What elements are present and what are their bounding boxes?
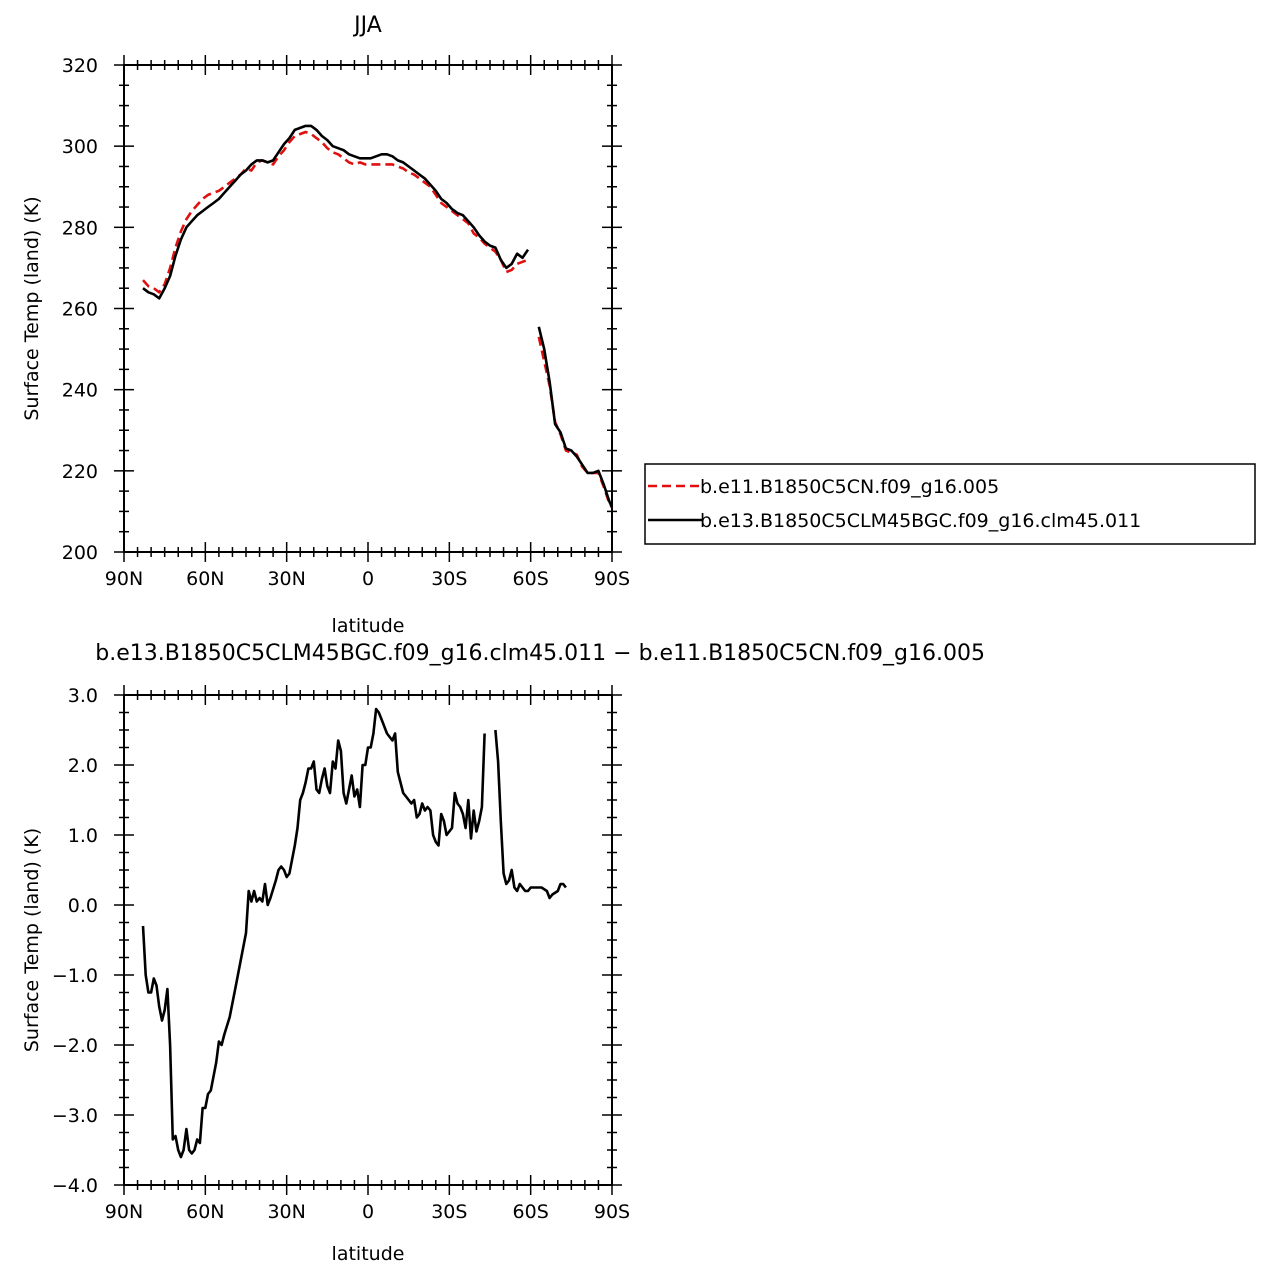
x-tick-label: 90N [105, 568, 143, 590]
top-y-axis-label: Surface Temp (land) (K) [21, 196, 43, 420]
x-tick-label: 60N [186, 1201, 224, 1223]
x-tick-label: 90S [594, 1201, 630, 1223]
legend: b.e11.B1850C5CN.f09_g16.005 b.e13.B1850C… [644, 463, 1256, 545]
y-tick-label: −4.0 [52, 1175, 98, 1197]
series-line-1 [537, 336, 614, 509]
top-x-axis-label: latitude [332, 615, 405, 637]
plot-frame [123, 694, 613, 1186]
x-tick-label: 60S [513, 568, 549, 590]
legend-label-series-2: b.e13.B1850C5CLM45BGC.f09_g16.clm45.011 [700, 510, 1141, 532]
y-tick-label: 220 [62, 461, 98, 483]
y-tick-label: 280 [62, 217, 98, 239]
y-tick-label: 300 [62, 136, 98, 158]
y-tick-label: 1.0 [68, 825, 98, 847]
x-tick-label: 30N [267, 568, 305, 590]
x-tick-label: 90N [105, 1201, 143, 1223]
y-tick-label: 240 [62, 380, 98, 402]
series-line-1 [141, 707, 486, 1159]
bottom-x-axis-label: latitude [332, 1243, 405, 1265]
y-tick-label: 3.0 [68, 685, 98, 707]
difference-panel: b.e13.B1850C5CLM45BGC.f09_g16.clm45.011 … [21, 641, 985, 1265]
legend-box [644, 463, 1256, 545]
x-tick-label: 90S [594, 568, 630, 590]
x-tick-label: 30N [267, 1201, 305, 1223]
x-tick-label: 30S [431, 1201, 467, 1223]
series-line-2 [142, 124, 530, 300]
bottom-y-axis-label: Surface Temp (land) (K) [21, 828, 43, 1052]
y-tick-label: −3.0 [52, 1105, 98, 1127]
y-tick-label: 200 [62, 542, 98, 564]
bottom-chart-title: b.e13.B1850C5CLM45BGC.f09_g16.clm45.011 … [95, 641, 985, 666]
y-tick-label: 2.0 [68, 755, 98, 777]
plot-frame [123, 64, 613, 553]
y-tick-label: −1.0 [52, 965, 98, 987]
y-tick-label: −2.0 [52, 1035, 98, 1057]
x-tick-label: 60N [186, 568, 224, 590]
x-tick-label: 0 [362, 1201, 374, 1223]
series-line-2 [537, 326, 614, 508]
legend-label-series-1: b.e11.B1850C5CN.f09_g16.005 [700, 476, 999, 498]
y-tick-label: 260 [62, 299, 98, 321]
y-tick-label: 320 [62, 55, 98, 77]
y-tick-label: 0.0 [68, 895, 98, 917]
temperature-panel: JJA Surface Temp (land) (K) latitude 90N… [21, 13, 630, 637]
series-line-1 [494, 729, 567, 900]
top-chart-title: JJA [352, 13, 382, 38]
x-tick-label: 0 [362, 568, 374, 590]
series-line-1 [142, 130, 529, 294]
x-tick-label: 30S [431, 568, 467, 590]
x-tick-label: 60S [513, 1201, 549, 1223]
